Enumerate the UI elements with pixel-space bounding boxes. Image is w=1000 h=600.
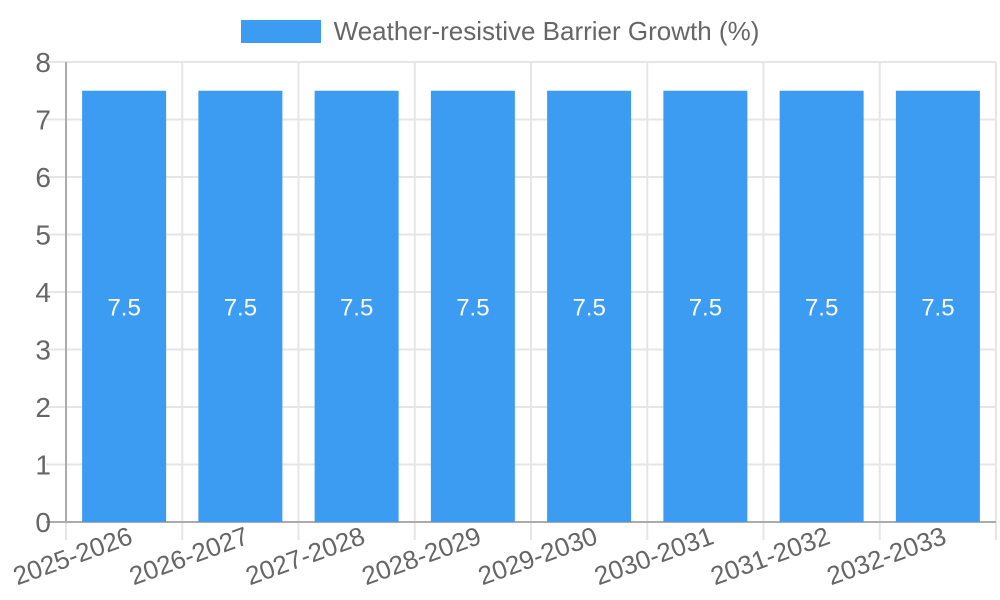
bar-2030-2031[interactable] xyxy=(663,90,748,522)
y-tick-label: 6 xyxy=(35,162,51,193)
x-tick-label: 2026-2027 xyxy=(125,520,252,591)
bar-value-label: 7.5 xyxy=(107,294,140,321)
bar-2025-2026[interactable] xyxy=(82,90,167,522)
chart-legend-item[interactable]: Weather-resistive Barrier Growth (%) xyxy=(0,18,1000,44)
y-tick-label: 2 xyxy=(35,392,51,423)
bar-value-label: 7.5 xyxy=(456,294,489,321)
y-tick-label: 4 xyxy=(35,277,51,308)
bar-value-label: 7.5 xyxy=(689,294,722,321)
bar-2026-2027[interactable] xyxy=(198,90,283,522)
legend-swatch xyxy=(240,19,321,43)
x-tick-label: 2025-2026 xyxy=(9,520,136,591)
x-tick-label: 2032-2033 xyxy=(823,520,950,591)
y-tick-label: 8 xyxy=(35,47,51,78)
y-tick-label: 7 xyxy=(35,105,51,136)
x-tick-label: 2027-2028 xyxy=(242,520,369,591)
bar-value-label: 7.5 xyxy=(224,294,257,321)
bar-value-label: 7.5 xyxy=(921,294,954,321)
x-tick-label: 2028-2029 xyxy=(358,520,485,591)
bar-value-label: 7.5 xyxy=(340,294,373,321)
y-tick-label: 3 xyxy=(35,335,51,366)
bar-2032-2033[interactable] xyxy=(895,90,980,522)
legend-label: Weather-resistive Barrier Growth (%) xyxy=(333,16,760,46)
bar-2029-2030[interactable] xyxy=(547,90,632,522)
x-tick-label: 2031-2032 xyxy=(707,520,834,591)
bar-2028-2029[interactable] xyxy=(430,90,515,522)
bar-value-label: 7.5 xyxy=(572,294,605,321)
x-tick-label: 2029-2030 xyxy=(474,520,601,591)
bar-2031-2032[interactable] xyxy=(779,90,864,522)
bar-value-label: 7.5 xyxy=(805,294,838,321)
bar-2027-2028[interactable] xyxy=(314,90,399,522)
y-tick-label: 5 xyxy=(35,220,51,251)
y-tick-label: 0 xyxy=(35,507,51,538)
x-tick-label: 2030-2031 xyxy=(590,520,717,591)
y-tick-label: 1 xyxy=(35,450,51,481)
